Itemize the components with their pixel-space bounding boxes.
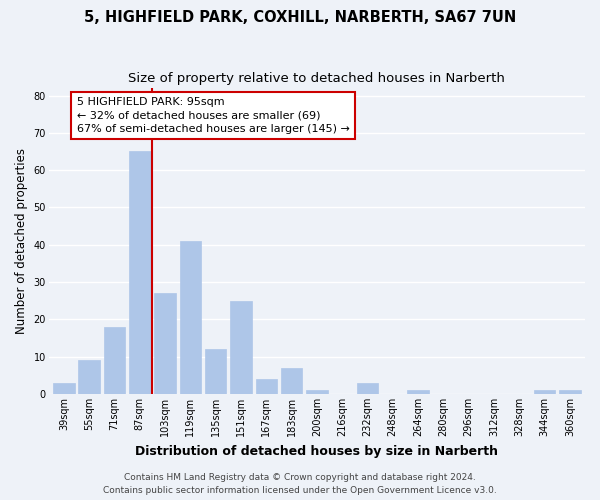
- Bar: [534, 390, 555, 394]
- Y-axis label: Number of detached properties: Number of detached properties: [15, 148, 28, 334]
- Bar: [306, 390, 328, 394]
- Bar: [230, 300, 252, 394]
- X-axis label: Distribution of detached houses by size in Narberth: Distribution of detached houses by size …: [136, 444, 499, 458]
- Bar: [356, 383, 378, 394]
- Bar: [104, 327, 125, 394]
- Title: Size of property relative to detached houses in Narberth: Size of property relative to detached ho…: [128, 72, 505, 86]
- Text: 5 HIGHFIELD PARK: 95sqm
← 32% of detached houses are smaller (69)
67% of semi-de: 5 HIGHFIELD PARK: 95sqm ← 32% of detache…: [77, 98, 349, 134]
- Text: Contains HM Land Registry data © Crown copyright and database right 2024.
Contai: Contains HM Land Registry data © Crown c…: [103, 473, 497, 495]
- Bar: [205, 349, 226, 394]
- Bar: [79, 360, 100, 394]
- Bar: [281, 368, 302, 394]
- Bar: [256, 379, 277, 394]
- Text: 5, HIGHFIELD PARK, COXHILL, NARBERTH, SA67 7UN: 5, HIGHFIELD PARK, COXHILL, NARBERTH, SA…: [84, 10, 516, 25]
- Bar: [179, 241, 201, 394]
- Bar: [559, 390, 581, 394]
- Bar: [53, 383, 74, 394]
- Bar: [154, 294, 176, 394]
- Bar: [407, 390, 429, 394]
- Bar: [129, 152, 151, 394]
